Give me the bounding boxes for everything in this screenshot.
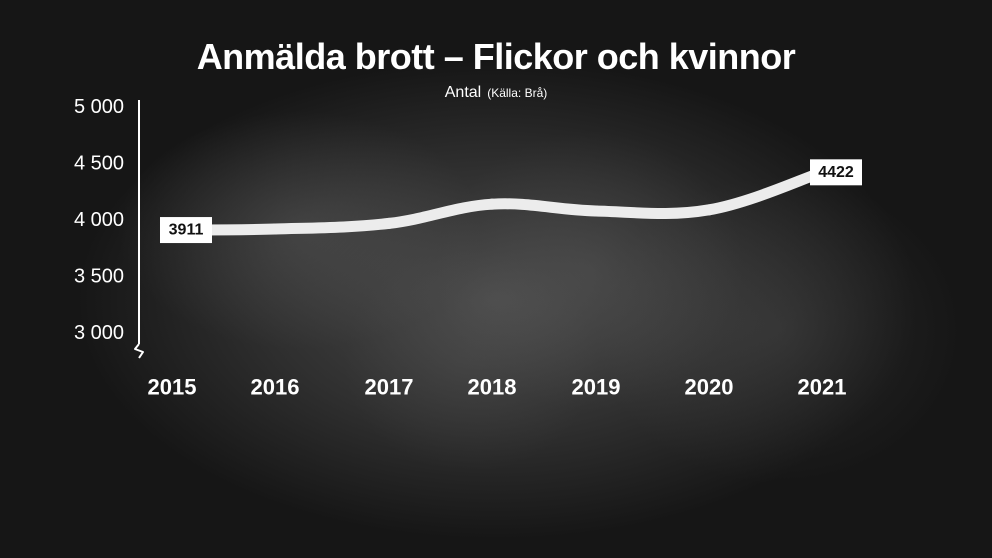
y-tick-label: 4 500 xyxy=(74,153,124,175)
data-label-box xyxy=(810,159,862,186)
x-tick-label: 2019 xyxy=(572,375,621,400)
chart-title: Anmälda brott – Flickor och kvinnor xyxy=(196,36,796,77)
y-tick-label: 4 000 xyxy=(74,209,124,231)
y-tick-label: 3 000 xyxy=(74,322,124,344)
data-point-2018 xyxy=(486,198,498,210)
x-tick-label: 2021 xyxy=(798,375,847,400)
x-tick-label: 2020 xyxy=(685,375,734,400)
data-label-box xyxy=(160,217,212,244)
data-label: 4422 xyxy=(818,164,854,181)
x-tick-label: 2016 xyxy=(251,375,300,400)
x-tick-label: 2017 xyxy=(365,375,414,400)
x-tick-label: 2015 xyxy=(148,375,197,400)
axis-break-mark xyxy=(134,343,144,359)
y-tick-label: 5 000 xyxy=(74,96,124,118)
data-point-2017 xyxy=(383,217,395,229)
data-point-2019 xyxy=(590,205,602,217)
series-line xyxy=(166,166,828,236)
data-point-2020 xyxy=(703,204,715,216)
chart-subtitle: Antal (Källa: Brå) xyxy=(0,84,992,102)
x-tick-label: 2018 xyxy=(468,375,517,400)
data-label: 3911 xyxy=(169,222,204,239)
y-tick-label: 3 500 xyxy=(74,266,124,288)
data-point-2016 xyxy=(269,223,281,235)
chart-source-label: (Källa: Brå) xyxy=(487,86,548,100)
chart-unit-label: Antal xyxy=(444,84,482,101)
